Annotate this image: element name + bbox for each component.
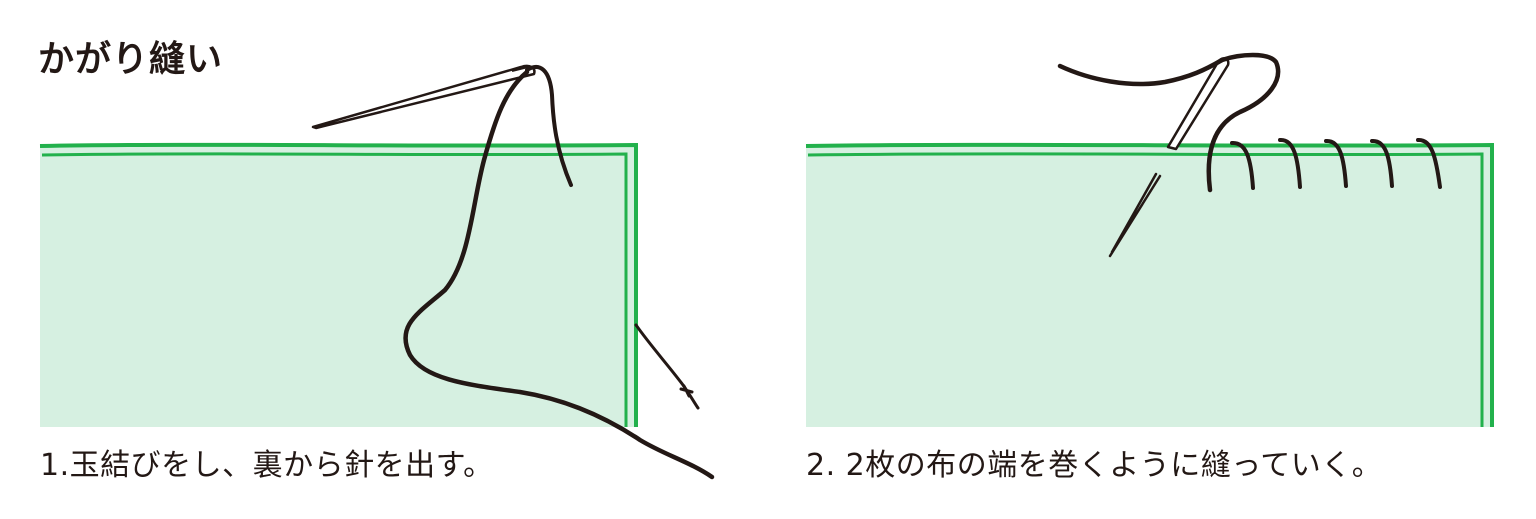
thread-long-loop [403,69,715,480]
stitch [1278,138,1302,189]
step1-needle [311,64,536,130]
thread-through-eye [525,65,573,187]
needle-eye [511,66,529,72]
stitch [1230,141,1255,190]
fabric-back-edge [39,142,638,427]
stitch [1324,139,1348,188]
step2-illustration [805,52,1494,427]
fabric-back-layer [40,145,636,427]
step1-illustration [39,64,715,480]
thread-free-end [1057,57,1225,87]
step2-thread [1057,52,1281,193]
step2-stitches [1230,138,1442,190]
thread-knot [679,384,694,398]
fabric-front-edge [41,152,628,427]
thread-to-fabric [1206,52,1281,193]
step1-fabric [39,142,638,427]
step1-caption: 1.玉結びをし、裏から針を出す。 [40,448,494,483]
stitch [1416,138,1442,189]
step1-thread [403,65,715,480]
needle-body [311,64,536,130]
stitch [1370,139,1394,188]
page-title: かがり縫い [38,39,224,80]
fabric-back-edge [805,142,1494,427]
fabric-front-edge [807,152,1484,427]
needle-lower [1108,172,1162,258]
step2-caption: 2. 2枚の布の端を巻くように縫っていく。 [806,448,1383,483]
